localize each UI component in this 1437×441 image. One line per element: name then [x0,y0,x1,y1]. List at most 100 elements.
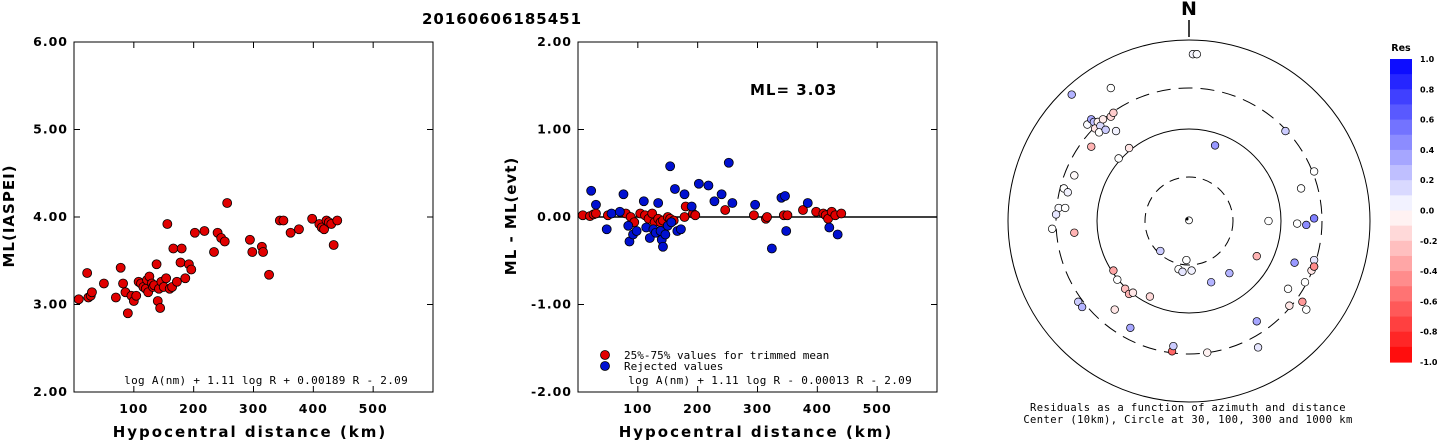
y-tick-label: 2.00 [33,384,68,399]
station-marker [1110,305,1119,314]
x-tick-label: 100 [623,401,652,416]
rejected-point [653,198,664,208]
station-marker [1070,171,1079,180]
x-tick-label: 500 [359,401,388,416]
x-axis-ticks: 100 200 300 400 500 [623,42,891,416]
data-point [151,259,162,270]
rejected-point [638,196,649,207]
station-marker [1124,143,1134,153]
colorbar-cell [1390,59,1412,75]
trimmed-point [798,205,808,215]
data-point [131,290,142,301]
station-marker [1048,224,1057,233]
station-marker [1210,141,1220,150]
ring-30km [1144,176,1234,266]
rejected-point [658,241,668,252]
colorbar-cell [1390,134,1412,151]
data-point [247,247,258,257]
colorbar-tick-label: -0.4 [1420,267,1437,276]
colorbar-cell [1390,104,1412,121]
y-tick-label: -2.00 [531,384,572,399]
data-point [168,243,179,254]
rejected-point [631,226,642,236]
y-tick-label: 6.00 [33,34,68,49]
rejected-point [766,243,777,254]
data-point [278,215,289,226]
station-marker [1296,184,1306,193]
y-tick-label: 2.00 [537,34,572,49]
station-marker [1106,83,1115,93]
station-marker [1309,262,1319,271]
data-point [294,224,304,235]
colorbar-tick-label: -0.2 [1420,237,1437,246]
station-marker [1285,301,1294,310]
rejected-point [601,224,612,235]
data-point [176,243,187,254]
data-point [175,257,186,268]
trimmed-point [836,208,847,219]
plot-frame [73,41,434,393]
data-point [99,278,109,289]
station-marker [1070,228,1079,237]
colorbar-tick-label: 0.0 [1420,207,1435,216]
rejected-point [606,208,617,219]
colorbar-tick-label: 0.4 [1420,146,1435,155]
regression-formula: log A(nm) + 1.11 log R + 0.00189 R - 2.0… [124,374,408,387]
rejected-point [666,217,677,228]
data-point [328,240,339,250]
rejected-point [676,224,686,235]
y-tick-label: 5.00 [33,122,68,137]
station-marker [1293,219,1302,228]
caption-line: Residuals as a function of azimuth and d… [1030,402,1346,414]
rejected-point [709,196,720,207]
colorbar-ticks: 1.0 0.8 0.6 0.4 0.2 0.0 -0.2 -0.4 -0.6 -0.8 -1.0 [1420,55,1437,367]
rejected-point [824,222,835,233]
panel-residual-vs-distance: 100 200 300 400 500 -2.00 -1.00 0.00 1.00 2.00 M… [502,34,938,441]
panel-ml-vs-distance: 100 200 300 400 500 2.00 3.00 4.00 5.00 6.00 log… [0,34,434,441]
colorbar-cell [1390,286,1412,302]
regression-formula: log A(nm) + 1.11 log R - 0.00013 R - 2.0… [628,374,912,387]
colorbar-cell [1390,195,1412,212]
x-axis-label: Hypocentral distance (km) [113,423,388,441]
data-point [180,273,191,284]
colorbar-cell [1390,301,1412,318]
colorbar-tick-label: 0.8 [1420,85,1435,94]
colorbar-title: Res [1391,43,1411,54]
trimmed-point [720,205,731,215]
legend: 25%-75% values for trimmed mean Rejected… [600,349,829,373]
y-tick-label: 3.00 [33,297,68,312]
colorbar-tick-label: -0.8 [1420,328,1437,337]
station-marker [1302,305,1311,314]
x-tick-label: 200 [179,401,208,416]
rejected-point [614,206,625,217]
station-marker [1290,258,1299,267]
station-marker [1203,348,1212,357]
caption-line: Center (10km), Circle at 30, 100, 300 an… [1023,414,1352,426]
data-point [199,226,210,236]
colorbar-cell [1390,331,1412,348]
data-point [332,215,343,226]
station-marker [1156,246,1165,256]
y-axis-ticks: 2.00 3.00 4.00 5.00 6.00 [33,34,433,399]
x-axis-label: Hypocentral distance (km) [619,423,894,441]
station-marker [1207,278,1216,287]
colorbar-cell [1390,225,1412,242]
rejected-point [832,229,843,240]
colorbar: Res 1.0 0.8 0.6 0.4 0.2 0.0 -0.2 -0.4 -0.6 -0.8 -1… [1390,43,1437,367]
data-point [118,278,128,289]
ml-value-label: ML= 3.03 [750,81,837,99]
x-tick-label: 500 [863,401,892,416]
rejected-point [693,178,704,189]
station-marker [1063,188,1072,197]
y-tick-label: 0.00 [537,209,572,224]
ring-300km [1055,87,1323,355]
rejected-point [750,199,761,210]
data-point [115,262,126,273]
station-marker [1051,210,1061,219]
station-marker [1087,142,1096,151]
trimmed-point [762,212,772,222]
data-point [87,287,97,298]
colorbar-cell [1390,74,1412,90]
trimmed-point [690,210,701,221]
